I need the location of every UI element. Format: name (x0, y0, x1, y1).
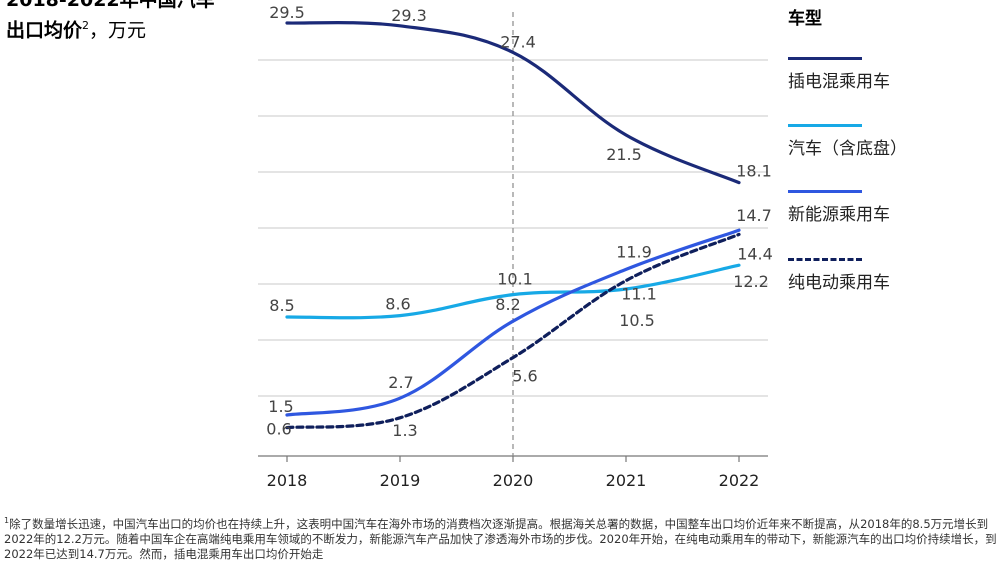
data-label-new-energy-2021: 11.9 (616, 242, 652, 261)
legend-swatch-vehicles-incl-chassis (788, 124, 862, 127)
legend-swatch-plugin-hybrid (788, 57, 862, 60)
series-line-vehicles-incl-chassis (285, 263, 741, 320)
legend-label-battery-electric: 纯电动乘用车 (788, 273, 890, 293)
chart-title-line1: 2018-2022年中国汽车 (6, 0, 215, 11)
data-label-plugin-hybrid-2019: 29.3 (391, 6, 427, 25)
data-label-battery-electric-2018: 0.6 (266, 420, 291, 439)
data-label-plugin-hybrid-2020: 27.4 (500, 32, 536, 51)
footnote-text: 除了数量增长迅速，中国汽车出口的均价也在持续上升，这表明中国汽车在海外市场的消费… (4, 516, 997, 561)
data-label-vehicles-incl-chassis-2018: 8.5 (269, 296, 294, 315)
series-line-battery-electric (285, 232, 741, 430)
x-tick-label-2021: 2021 (606, 471, 647, 490)
legend-title: 车型 (788, 9, 822, 29)
legend-swatch-battery-electric (788, 258, 862, 261)
data-label-vehicles-incl-chassis-2022: 12.2 (733, 272, 769, 291)
chart-title-main: 出口均价 (6, 19, 83, 42)
series-line-new-energy (285, 228, 741, 417)
chart-title-unit: ，万元 (89, 19, 147, 42)
data-label-vehicles-incl-chassis-2020: 10.1 (497, 270, 533, 289)
chart-title: 2018-2022年中国汽车 出口均价2，万元 (6, 0, 256, 43)
legend-label-vehicles-incl-chassis: 汽车（含底盘） (788, 139, 907, 159)
x-tick-label-2019: 2019 (380, 471, 421, 490)
data-label-plugin-hybrid-2022: 18.1 (736, 162, 772, 181)
legend-swatch-new-energy (788, 190, 862, 193)
footnote-number: 1 (4, 516, 10, 525)
data-label-vehicles-incl-chassis-2021: 10.5 (619, 311, 655, 330)
series-line-plugin-hybrid (285, 21, 741, 185)
data-label-plugin-hybrid-2018: 29.5 (269, 3, 305, 22)
chart-title-footnote-ref: 2 (82, 19, 90, 32)
legend-label-plugin-hybrid: 插电混乘用车 (788, 72, 890, 92)
data-label-new-energy-2018: 1.5 (268, 397, 293, 416)
data-label-battery-electric-2019: 1.3 (392, 421, 417, 440)
data-label-new-energy-2019: 2.7 (388, 373, 413, 392)
data-label-battery-electric-2021: 11.1 (621, 285, 657, 304)
data-label-new-energy-2020: 8.2 (495, 295, 520, 314)
legend-label-new-energy: 新能源乘用车 (788, 205, 890, 225)
footnote: 1除了数量增长迅速，中国汽车出口的均价也在持续上升，这表明中国汽车在海外市场的消… (4, 513, 998, 562)
x-tick-label-2018: 2018 (267, 471, 308, 490)
data-label-vehicles-incl-chassis-2019: 8.6 (385, 295, 410, 314)
data-label-plugin-hybrid-2021: 21.5 (606, 145, 642, 164)
data-label-battery-electric-2020: 5.6 (512, 367, 537, 386)
data-label-new-energy-2022: 14.7 (736, 206, 772, 225)
chart-title-line2: 出口均价2，万元 (6, 13, 256, 43)
x-tick-label-2022: 2022 (719, 471, 760, 490)
x-tick-label-2020: 2020 (493, 471, 534, 490)
data-label-battery-electric-2022: 14.4 (737, 244, 773, 263)
